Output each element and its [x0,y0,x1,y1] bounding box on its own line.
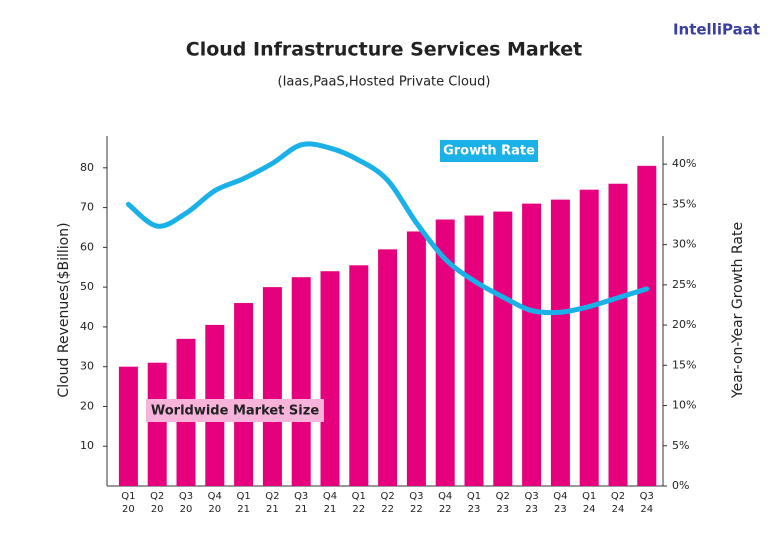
x-tick-label: Q3 21 [294,491,309,515]
chart-title: Cloud Infrastructure Services Market [186,39,582,61]
bar [291,277,311,486]
y2-tick-label: 15% [672,358,696,371]
bar [378,249,398,486]
x-tick-label: Q1 23 [466,491,482,515]
x-tick-label: Q3 24 [639,491,654,515]
y-tick-label: 40 [80,320,94,333]
x-tick-label: Q1 21 [236,491,251,515]
y-tick-label: 30 [80,360,94,373]
y2-tick-label: 0% [672,479,689,492]
y2-tick-label: 30% [672,238,696,251]
x-tick-label: Q2 20 [150,491,165,515]
bar [637,165,657,487]
legend-label: Growth Rate [443,144,535,159]
growth-line [125,141,650,316]
y-tick-label: 80 [80,161,94,174]
bar [147,362,167,486]
x-tick-label: Q4 23 [553,491,568,515]
legend-box [146,399,324,422]
y2-tick-label: 25% [672,278,696,291]
chart-subtitle: (Iaas,PaaS,Hosted Private Cloud) [278,75,491,90]
x-tick-label: Q1 20 [121,491,136,515]
x-tick-label: Q1 24 [582,491,597,515]
legend-box [440,140,538,162]
x-tick-label: Q2 21 [265,491,280,515]
bar [435,219,455,487]
y-tick-label: 70 [80,201,94,214]
bar [320,271,340,486]
x-tick-label: Q2 23 [495,491,510,515]
x-tick-label: Q2 22 [380,491,395,515]
x-tick-label: Q4 22 [438,491,453,515]
legend-label: Worldwide Market Size [151,404,319,419]
bar [550,199,570,487]
y-tick-label: 50 [80,280,94,293]
bar [608,183,628,486]
y-tick-label: 10 [80,439,94,452]
x-tick-label: Q4 20 [207,491,222,515]
y-tick-label: 60 [80,240,94,253]
bar [464,215,484,486]
bar [579,189,599,486]
bar [234,303,254,486]
bar [522,203,542,486]
y2-axis-title: Year-on-Year Growth Rate [730,222,746,399]
y-axis-title: Cloud Revenues($Billion) [56,222,72,397]
x-tick-label: Q3 23 [524,491,539,515]
y-tick-label: 20 [80,399,94,412]
y2-tick-label: 10% [672,399,696,412]
bar [118,366,138,486]
bar [406,231,426,486]
bar [349,265,369,486]
x-tick-label: Q2 24 [610,491,626,515]
x-tick-label: Q4 21 [322,491,338,515]
bar [262,287,282,486]
y2-tick-label: 40% [672,157,696,170]
y2-tick-label: 5% [672,439,689,452]
bar [493,211,513,486]
x-tick-label: Q1 22 [351,491,366,515]
x-tick-label: Q3 20 [178,491,194,515]
x-tick-label: Q3 22 [409,491,424,515]
brand-logo: IntelliPaat [673,21,760,39]
y2-tick-label: 35% [672,197,696,210]
y2-tick-label: 20% [672,318,696,331]
